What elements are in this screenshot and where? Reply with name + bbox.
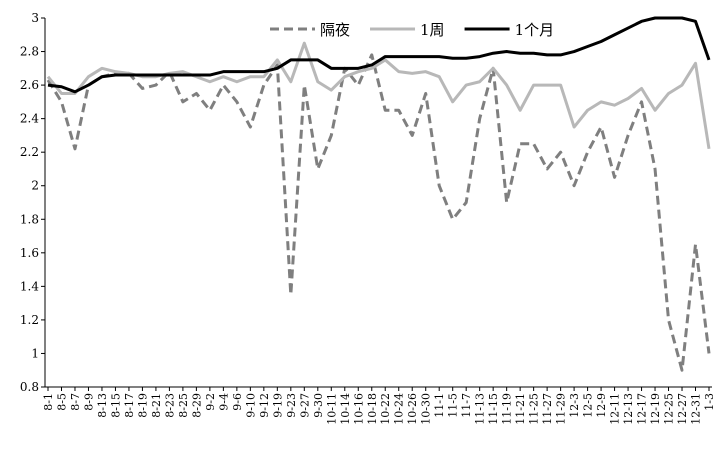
y-tick-label: 0.8 bbox=[20, 380, 39, 394]
x-tick-label: 12-13 bbox=[622, 393, 635, 425]
x-tick-label: 8-17 bbox=[123, 393, 136, 418]
x-tick-label: 9-30 bbox=[312, 393, 325, 418]
x-tick-label: 8-13 bbox=[96, 393, 109, 418]
x-tick-label: 9-2 bbox=[204, 393, 217, 411]
x-tick-label: 8-15 bbox=[109, 393, 122, 418]
x-tick-label: 12-17 bbox=[636, 393, 649, 425]
x-tick-label: 1-3 bbox=[703, 393, 716, 411]
x-tick-label: 8-1 bbox=[42, 393, 55, 411]
x-tick-label: 12-25 bbox=[663, 393, 676, 425]
x-tick-label: 10-18 bbox=[366, 393, 379, 425]
y-tick-label: 2 bbox=[31, 179, 39, 193]
x-tick-label: 11-25 bbox=[528, 393, 541, 425]
x-tick-label: 9-10 bbox=[244, 393, 257, 418]
x-tick-label: 8-7 bbox=[69, 393, 82, 411]
x-tick-label: 12-9 bbox=[595, 393, 608, 418]
x-tick-label: 9-27 bbox=[298, 393, 311, 418]
x-tick-label: 8-25 bbox=[177, 393, 190, 418]
x-tick-label: 10-30 bbox=[420, 393, 433, 425]
x-tick-label: 11-19 bbox=[501, 393, 514, 425]
y-tick-label: 2.6 bbox=[20, 78, 39, 92]
x-tick-label: 9-19 bbox=[271, 393, 284, 418]
x-tick-label: 11-27 bbox=[541, 393, 554, 425]
x-tick-label: 11-21 bbox=[514, 393, 527, 425]
x-tick-label: 11-5 bbox=[447, 393, 460, 418]
x-tick-label: 11-1 bbox=[433, 393, 446, 418]
y-tick-label: 1 bbox=[31, 346, 39, 360]
legend-label: 1个月 bbox=[515, 21, 555, 39]
x-tick-label: 12-31 bbox=[690, 393, 703, 425]
x-tick-label: 11-29 bbox=[555, 393, 568, 425]
x-tick-label: 11-13 bbox=[474, 393, 487, 425]
y-tick-label: 2.8 bbox=[20, 45, 39, 59]
y-tick-label: 2.2 bbox=[20, 145, 39, 159]
x-tick-label: 9-4 bbox=[217, 393, 230, 411]
x-tick-label: 8-9 bbox=[82, 393, 95, 411]
x-tick-label: 12-3 bbox=[568, 393, 581, 418]
x-tick-label: 8-23 bbox=[163, 393, 176, 418]
y-tick-label: 2.4 bbox=[20, 112, 39, 126]
x-tick-label: 8-19 bbox=[136, 393, 149, 418]
x-tick-label: 10-22 bbox=[379, 393, 392, 425]
x-tick-label: 9-12 bbox=[258, 393, 271, 418]
y-tick-label: 1.8 bbox=[20, 212, 39, 226]
x-tick-label: 12-5 bbox=[582, 393, 595, 418]
x-tick-label: 8-29 bbox=[190, 393, 203, 418]
x-tick-label: 9-6 bbox=[231, 393, 244, 411]
y-tick-label: 1.4 bbox=[20, 279, 39, 293]
x-tick-label: 12-19 bbox=[649, 393, 662, 425]
legend-label: 隔夜 bbox=[320, 21, 350, 39]
x-tick-label: 8-5 bbox=[55, 393, 68, 411]
x-tick-label: 10-16 bbox=[352, 393, 365, 425]
x-tick-label: 12-11 bbox=[609, 393, 622, 425]
x-tick-label: 10-24 bbox=[393, 393, 406, 425]
x-tick-label: 9-23 bbox=[285, 393, 298, 418]
x-tick-label: 11-15 bbox=[487, 393, 500, 425]
x-tick-label: 10-11 bbox=[325, 393, 338, 425]
x-tick-label: 12-27 bbox=[676, 393, 689, 425]
y-tick-label: 1.6 bbox=[20, 246, 39, 260]
x-tick-label: 8-21 bbox=[150, 393, 163, 418]
y-tick-label: 1.2 bbox=[20, 313, 39, 327]
x-tick-label: 11-7 bbox=[460, 393, 473, 418]
legend-label: 1周 bbox=[420, 21, 445, 39]
series-line bbox=[47, 16, 711, 94]
y-tick-label: 3 bbox=[31, 11, 39, 25]
series-line bbox=[46, 53, 711, 372]
x-tick-label: 10-26 bbox=[406, 393, 419, 425]
x-tick-label: 10-14 bbox=[339, 393, 352, 425]
